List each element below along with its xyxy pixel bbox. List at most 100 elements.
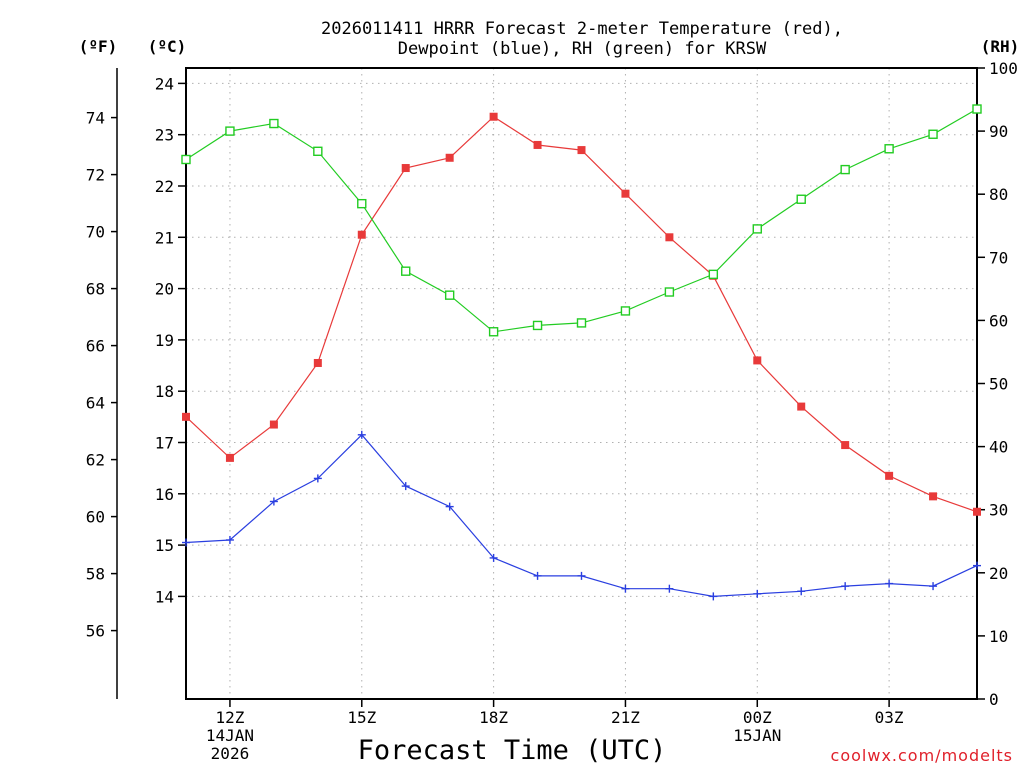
temperature-point: [577, 146, 586, 155]
temperature-point: [797, 402, 806, 411]
dewpoint-point: [753, 589, 762, 598]
fahrenheit-tick-label: 58: [86, 565, 105, 584]
celsius-tick-label: 22: [155, 177, 174, 196]
celsius-tick-label: 16: [155, 485, 174, 504]
temperature-point: [885, 471, 894, 480]
source-credit: coolwx.com/modelts: [831, 746, 1013, 765]
rh-point: [532, 320, 543, 331]
dewpoint-point: [709, 592, 718, 601]
celsius-tick-label: 20: [155, 280, 174, 299]
rh-point: [488, 327, 499, 337]
rh-point: [357, 198, 367, 209]
rh-point: [225, 126, 235, 136]
rh-point: [972, 104, 982, 114]
dewpoint-point: [445, 502, 454, 511]
rh-tick-label: 20: [989, 564, 1008, 583]
dewpoint-point: [489, 553, 498, 562]
rh-tick-label: 60: [989, 311, 1008, 330]
x-date-label: 14JAN: [206, 726, 254, 745]
temperature-point: [621, 189, 630, 198]
temperature-line: [185, 115, 978, 513]
dewpoint-point: [797, 587, 806, 596]
fahrenheit-tick-label: 74: [86, 109, 105, 128]
rh-tick-label: 70: [989, 248, 1008, 267]
rh-tick-label: 30: [989, 501, 1008, 520]
x-axis-title: Forecast Time (UTC): [358, 735, 667, 766]
rh-point: [444, 290, 455, 300]
fahrenheit-tick-label: 72: [86, 166, 105, 185]
dewpoint-point: [401, 482, 410, 491]
rh-point: [840, 164, 850, 175]
axes: 14 15 16 17 18 19 20 21 22 23 24 56 58 60 62 64 66 68 70 72…: [86, 59, 1018, 763]
rh-tick-label: 40: [989, 438, 1008, 457]
x-tick-label: 21Z: [611, 708, 640, 727]
rh-axis-unit: (RH): [981, 37, 1020, 56]
temperature-point: [357, 230, 366, 239]
temperature-point: [973, 507, 981, 516]
temperature-point: [445, 153, 454, 162]
rh-tick-label: 100: [989, 59, 1018, 78]
rh-line: [185, 108, 978, 333]
rh-tick-label: 50: [989, 375, 1008, 394]
dewpoint-point: [665, 584, 674, 593]
fahrenheit-tick-label: 62: [86, 451, 105, 470]
dewpoint-point: [841, 582, 850, 591]
rh-point: [664, 287, 675, 297]
rh-point: [269, 118, 279, 129]
fahrenheit-tick-label: 70: [86, 223, 105, 242]
rh-tick-label: 0: [989, 690, 999, 709]
dewpoint-point: [225, 535, 234, 544]
x-tick-label: 00Z: [743, 708, 772, 727]
temperature-point: [401, 164, 410, 173]
celsius-tick-label: 24: [155, 74, 174, 93]
temperature-point: [753, 356, 762, 365]
celsius-tick-label: 15: [155, 536, 174, 555]
temperature-point: [533, 140, 542, 149]
x-tick-label: 15Z: [347, 708, 376, 727]
fahrenheit-tick-label: 68: [86, 280, 105, 299]
dewpoint-point: [621, 584, 630, 593]
x-tick-label: 18Z: [479, 708, 508, 727]
dewpoint-point: [929, 582, 938, 591]
x-year-label: 2026: [211, 744, 250, 763]
rh-point: [313, 146, 323, 156]
rh-point: [796, 194, 806, 204]
rh-tick-label: 80: [989, 185, 1008, 204]
celsius-tick-label: 23: [155, 126, 174, 145]
grid-lines: [186, 68, 977, 699]
celsius-tick-label: 17: [155, 433, 174, 452]
rh-point: [708, 269, 719, 280]
dewpoint-point: [269, 497, 278, 506]
celsius-tick-label: 19: [155, 331, 174, 350]
temperature-point: [665, 233, 674, 242]
rh-tick-label: 90: [989, 122, 1008, 141]
fahrenheit-tick-label: 56: [86, 622, 105, 641]
dewpoint-point: [885, 579, 894, 588]
chart-title-line2: Dewpoint (blue), RH (green) for KRSW: [398, 39, 767, 59]
temperature-point: [489, 112, 498, 121]
x-tick-label: 12Z: [215, 708, 244, 727]
temperature-point: [841, 441, 850, 450]
rh-point: [576, 318, 587, 328]
fahrenheit-tick-label: 64: [86, 394, 105, 413]
rh-tick-label: 10: [989, 627, 1008, 646]
dewpoint-point: [313, 474, 322, 483]
dewpoint-point: [533, 571, 542, 580]
celsius-axis-unit: (ºC): [148, 37, 187, 56]
temperature-point: [225, 453, 234, 462]
temperature-point: [182, 412, 190, 421]
dewpoint-point: [182, 538, 190, 547]
fahrenheit-tick-label: 60: [86, 508, 105, 527]
dewpoint-point: [577, 571, 586, 580]
rh-point: [928, 129, 938, 139]
celsius-tick-label: 21: [155, 228, 174, 247]
temperature-point: [929, 492, 938, 501]
rh-point: [620, 306, 631, 316]
x-date-label: 15JAN: [733, 726, 781, 745]
fahrenheit-axis-unit: (ºF): [79, 37, 118, 56]
fahrenheit-tick-label: 66: [86, 337, 105, 356]
celsius-tick-label: 18: [155, 382, 174, 401]
rh-point: [401, 266, 411, 276]
temperature-point: [313, 358, 322, 367]
